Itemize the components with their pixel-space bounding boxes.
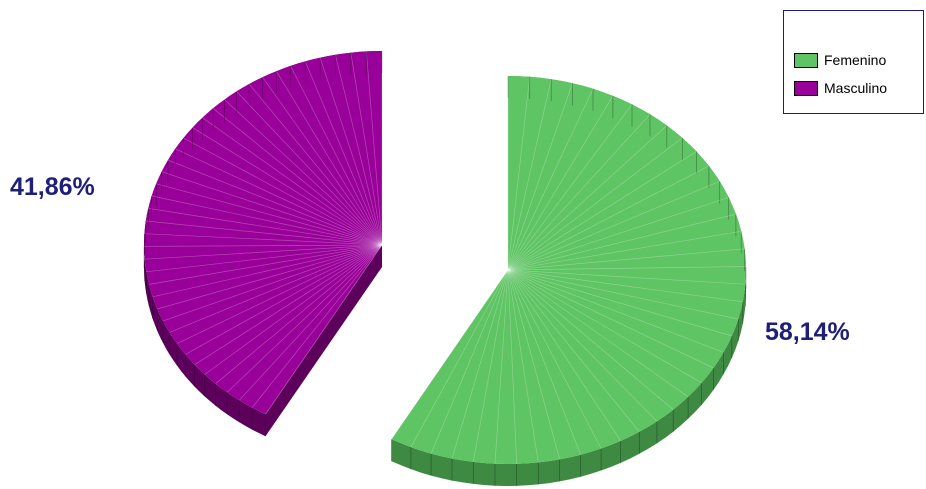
fem-facet-line	[507, 269, 732, 337]
masc-facet-line	[215, 244, 383, 384]
masc-facet-line	[167, 159, 383, 246]
masc-facet-line	[146, 244, 383, 273]
masc-facet-line	[192, 127, 383, 246]
chart-legend: Femenino Masculino	[783, 10, 924, 114]
fem-facet-line	[507, 269, 746, 285]
fem-facet-line	[507, 269, 689, 398]
masc-facet-line	[265, 244, 383, 415]
masc-facet-line	[152, 244, 383, 298]
data-label-masculino: 41,86%	[10, 173, 95, 201]
masc-facet-line	[151, 195, 383, 246]
fem-facet-line	[507, 269, 518, 464]
fem-facet-line	[507, 269, 674, 410]
fem-facet-line	[507, 269, 658, 422]
fem-facet-line	[507, 125, 668, 271]
fem-facet-line	[507, 269, 724, 353]
fem-facet-line	[507, 88, 594, 271]
fem-facet-line	[507, 266, 747, 271]
fem-facet-line	[507, 230, 742, 271]
fem-facet-line	[507, 197, 729, 271]
masc-facet-line	[212, 108, 383, 246]
fem-facet-line	[507, 137, 683, 271]
legend-item-femenino: Femenino	[794, 52, 886, 68]
fem-facet-line	[410, 269, 509, 448]
masc-facet-line	[156, 183, 383, 246]
masc-facet-line	[143, 244, 383, 247]
masc-facet-line	[204, 244, 383, 375]
pie-slice-masculino-side	[144, 51, 382, 437]
fem-facet-line	[391, 269, 509, 440]
fem-facet-line	[507, 269, 621, 442]
masc-facet-line	[236, 91, 383, 246]
fem-facet-line	[507, 151, 697, 271]
data-label-femenino: 58,14%	[765, 318, 850, 346]
fem-facet-line	[507, 79, 552, 271]
legend-label-masculino: Masculino	[824, 80, 888, 96]
fem-facet-line	[507, 83, 573, 271]
fem-facet-line	[507, 269, 539, 463]
masc-facet-line	[224, 99, 383, 246]
pie-slice-femenino-top	[391, 76, 746, 464]
masc-facet-line	[304, 61, 383, 246]
masc-facet-line	[148, 244, 383, 285]
legend-label-femenino: Femenino	[824, 52, 887, 68]
masc-facet-line	[176, 244, 383, 344]
masc-facet-line	[335, 54, 383, 246]
fem-facet-line	[507, 165, 710, 271]
masc-facet-line	[350, 52, 383, 246]
masc-facet-line	[276, 71, 383, 246]
fem-facet-line	[507, 269, 743, 303]
fem-facet-line	[451, 269, 509, 459]
masc-facet-line	[290, 65, 383, 246]
masc-facet-line	[175, 148, 383, 246]
masc-facet-line	[183, 137, 383, 246]
legend-swatch-masculino	[794, 80, 818, 96]
masc-facet-line	[157, 244, 383, 310]
masc-facet-line	[251, 244, 383, 408]
fem-facet-line	[430, 269, 509, 454]
fem-facet-line	[507, 269, 640, 433]
fem-facet-line	[507, 213, 736, 271]
pie-slice-femenino-lines	[391, 76, 747, 486]
fem-facet-line	[507, 76, 531, 271]
masc-facet-line	[226, 244, 383, 393]
fem-facet-line	[507, 269, 582, 455]
masc-facet-line	[185, 244, 383, 355]
legend-swatch-femenino	[794, 52, 818, 68]
masc-facet-line	[162, 244, 383, 322]
fem-facet-line	[472, 269, 509, 462]
pie-slice-masculino	[143, 51, 383, 437]
fem-facet-line	[507, 180, 720, 271]
masc-facet-line	[262, 76, 383, 246]
fem-facet-line	[507, 269, 739, 320]
masc-facet-line	[239, 244, 383, 401]
fem-facet-line	[507, 269, 561, 460]
pie-slice-masculino-top	[144, 51, 382, 415]
fem-facet-line	[507, 114, 651, 271]
masc-facet-line	[144, 233, 383, 246]
fem-facet-line	[507, 95, 614, 271]
fem-facet-line	[507, 269, 702, 384]
legend-item-masculino: Masculino	[794, 80, 887, 96]
masc-facet-line	[145, 220, 383, 246]
masc-facet-line	[202, 117, 383, 246]
masc-facet-line	[248, 83, 383, 246]
pie-slice-femenino	[391, 76, 747, 486]
fem-facet-line	[507, 269, 602, 449]
fem-facet-line	[507, 269, 714, 369]
fem-facet-line	[494, 269, 509, 464]
fem-facet-line	[507, 104, 633, 271]
masc-facet-line	[194, 244, 383, 365]
masc-facet-line	[169, 244, 383, 333]
masc-facet-line	[319, 57, 383, 246]
masc-facet-line	[144, 244, 383, 260]
masc-facet-line	[148, 208, 383, 246]
fem-facet-line	[507, 248, 745, 271]
masc-facet-line	[366, 51, 383, 246]
pie-slice-masculino-lines	[143, 51, 383, 437]
masc-facet-line	[161, 171, 383, 246]
